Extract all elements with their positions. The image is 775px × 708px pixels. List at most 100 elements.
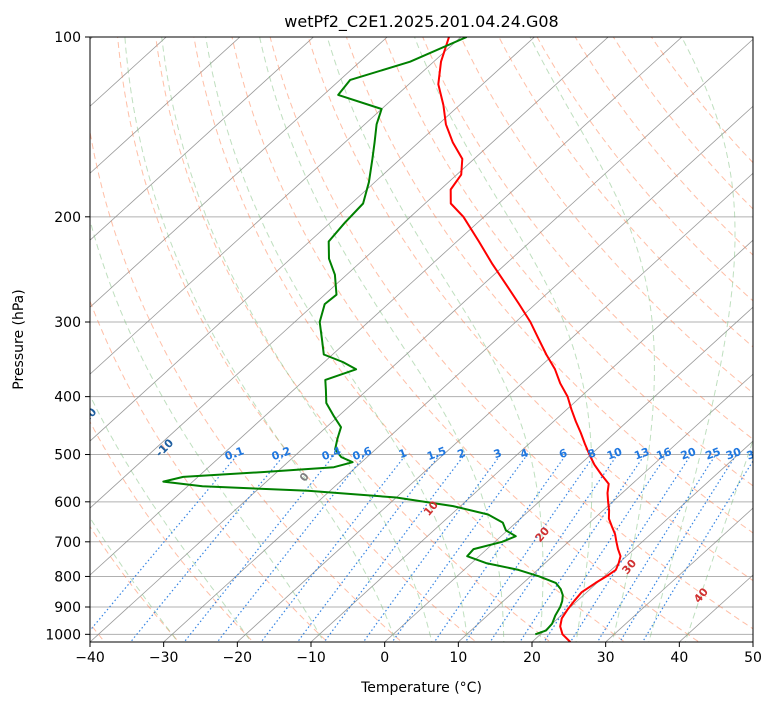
isotherm-line (90, 37, 315, 241)
mixing-ratio-label: 30 (724, 445, 743, 463)
moist-adiabat-line (90, 218, 325, 642)
data-lines (162, 37, 622, 642)
y-tick-label: 900 (54, 600, 81, 616)
dry-adiabat-line (155, 37, 552, 642)
isotherm-line (310, 239, 753, 642)
dry-adiabat-line (536, 37, 753, 302)
dry-adiabat-line (460, 37, 753, 394)
mixing-ratio-label: 1.5 (425, 444, 448, 463)
x-tick-label: −20 (223, 650, 253, 666)
mixing-ratio-line (543, 454, 668, 642)
x-tick-label: −40 (75, 650, 105, 666)
y-tick-label: 500 (54, 448, 81, 464)
mixing-ratio-line (129, 454, 286, 642)
y-tick-label: 800 (54, 569, 81, 585)
dry-adiabat-line (90, 129, 403, 642)
moist-adiabat-line (124, 37, 397, 642)
moist-adiabat-line (414, 37, 593, 642)
moist-adiabat-line (161, 37, 433, 642)
axes: −40 −30 −20 −10 0 10 20 30 40 5010020030040050060… (45, 30, 762, 666)
x-tick-label: 40 (670, 650, 688, 666)
line-labels: 0.10.20.40.611.52346810131620253036-100-… (76, 405, 764, 605)
dry-adiabat-line (117, 37, 477, 642)
mixing-ratio-label: 16 (655, 445, 674, 463)
mixing-ratio-label: 0.2 (270, 444, 293, 463)
y-tick-label: 600 (54, 495, 81, 511)
dewpoint-line (162, 37, 564, 636)
y-tick-label: 100 (54, 30, 81, 46)
mixing-ratio-label: 0.4 (320, 444, 343, 463)
dry-adiabat-line (231, 37, 700, 642)
isotherm-line (90, 37, 609, 509)
mixing-ratio-line (464, 454, 596, 642)
chart-title: wetPf2_C2E1.2025.201.04.24.G08 (284, 12, 558, 32)
mixing-ratio-label: 13 (632, 445, 651, 462)
dry-adiabat-label: -20 (76, 405, 99, 428)
mixing-ratio-label: 36 (745, 445, 764, 463)
isotherm-line (90, 37, 388, 308)
isotherm-line (90, 37, 683, 576)
dry-adiabat-line (383, 37, 753, 487)
x-tick-label: 0 (380, 650, 389, 666)
x-tick-label: −10 (296, 650, 326, 666)
moist-adiabat-line (90, 394, 252, 642)
x-tick-label: −30 (149, 650, 179, 666)
plot-frame (89, 36, 754, 643)
mixing-ratio-line (489, 454, 618, 642)
moist-adiabat-line (529, 37, 655, 642)
mixing-ratio-label: 20 (679, 445, 698, 463)
dry-adiabat-line (307, 37, 753, 582)
background-lines (90, 37, 753, 642)
y-tick-label: 300 (54, 315, 81, 331)
mixing-ratio-label: 6 (557, 446, 569, 461)
mixing-ratio-label: 3 (492, 446, 504, 461)
mixing-ratio-label: 2 (456, 446, 468, 461)
isotherm-line (163, 105, 753, 642)
isotherm-line (90, 37, 462, 375)
mixing-ratio-line (362, 454, 502, 642)
isotherm-line (531, 440, 753, 642)
moist-adiabat-line (259, 37, 505, 642)
dry-adiabat-line (90, 420, 254, 642)
isotherm-line (90, 38, 753, 642)
mixing-ratio-label: 10 (605, 445, 624, 463)
dry-adiabat-line (498, 37, 753, 348)
mixing-ratio-line (519, 454, 646, 642)
mixing-ratio-line (323, 454, 466, 642)
mixing-ratio-label: 25 (704, 445, 723, 462)
mixing-ratio-label: 1 (397, 446, 409, 461)
y-tick-label: 400 (54, 390, 81, 406)
dry-adiabat-line (422, 37, 753, 440)
x-tick-label: 10 (449, 650, 467, 666)
isotherm-line (90, 37, 241, 174)
mixing-ratio-label: 8 (586, 446, 598, 461)
y-tick-label: 200 (54, 210, 81, 226)
dry-adiabat-line (193, 37, 626, 642)
y-tick-label: 700 (54, 535, 81, 551)
x-tick-label: 50 (744, 650, 762, 666)
mixing-ratio-label: 0.6 (351, 444, 374, 463)
moist-adiabat-line (90, 516, 179, 642)
temperature-line (437, 37, 622, 642)
x-tick-label: 20 (523, 650, 541, 666)
dry-adiabat-line (269, 37, 753, 630)
y-tick-label: 1000 (45, 627, 81, 643)
moist-adiabat-line (648, 37, 736, 642)
isotherm-line (236, 172, 753, 642)
mixing-ratio-line (596, 454, 717, 642)
dry-adiabat-line (345, 37, 753, 534)
moist-adiabat-line (205, 37, 469, 642)
isotherm-line (90, 37, 536, 442)
mixing-ratio-label: 4 (518, 446, 530, 461)
isotherm-line (605, 507, 753, 642)
moist-adiabat-line (684, 438, 753, 642)
x-axis-label: Temperature (°C) (360, 680, 482, 696)
mixing-ratio-line (183, 454, 336, 642)
mixing-ratio-line (391, 454, 528, 642)
mixing-ratio-line (619, 454, 737, 642)
x-tick-label: 30 (597, 650, 615, 666)
y-axis-label: Pressure (hPa) (11, 289, 27, 389)
moist-adiabat-line (326, 37, 544, 642)
mixing-ratio-line (433, 454, 567, 642)
